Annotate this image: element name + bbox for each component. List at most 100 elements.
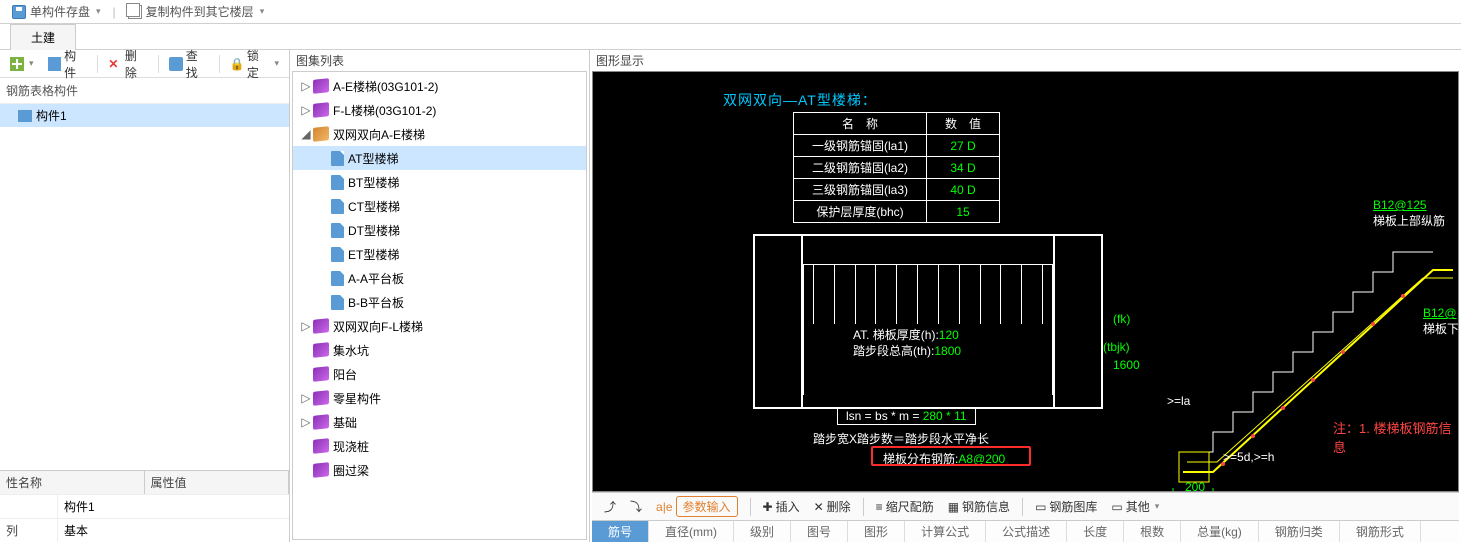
rebar-info-button[interactable]: ▦ 钢筋信息 [942,493,1016,520]
grid-col-header[interactable]: 直径(mm) [649,521,734,542]
atlas-tree[interactable]: ▷A-E楼梯(03G101-2)▷F-L楼梯(03G101-2)◢双网双向A-E… [292,71,587,540]
insert-button[interactable]: ✚ 插入 [757,493,806,520]
book-icon [313,318,329,334]
top-toolbar: 单构件存盘 ▾ | 复制构件到其它楼层 ▾ [0,0,1461,24]
tree-node[interactable]: ▷A-E楼梯(03G101-2) [293,74,586,98]
grid-col-header[interactable]: 筋号 [592,521,649,542]
grid-col-header[interactable]: 根数 [1124,521,1181,542]
atlas-panel: 图集列表 ▷A-E楼梯(03G101-2)▷F-L楼梯(03G101-2)◢双网… [290,50,590,542]
tree-node-label: 双网双向F-L楼梯 [333,318,582,335]
atlas-title: 图集列表 [290,50,589,71]
copy-label: 复制构件到其它楼层 [146,3,254,20]
disk-icon [12,5,26,19]
component-list: 构件1 [0,104,289,470]
tree-node[interactable]: AT型楼梯 [293,146,586,170]
grid-col-header[interactable]: 公式描述 [986,521,1067,542]
grid-col-header[interactable]: 钢筋归类 [1259,521,1340,542]
tree-node-label: 现浇桩 [333,438,582,455]
grid-col-header[interactable]: 图形 [848,521,905,542]
tab-civil[interactable]: 土建 [10,24,76,50]
grid-col-header[interactable]: 总量(kg) [1181,521,1259,542]
book-icon [313,342,329,358]
tree-node[interactable]: DT型楼梯 [293,218,586,242]
grid-col-header[interactable]: 图号 [791,521,848,542]
page-icon [331,151,344,166]
search-icon [169,57,183,71]
grid-col-header[interactable]: 钢筋形式 [1340,521,1421,542]
tree-node-label: 基础 [333,414,582,431]
plan-view: AT. 梯板厚度(h):120 踏步段总高(th):1800 [753,234,1103,409]
page-icon [331,199,344,214]
grid-col-header[interactable]: 长度 [1067,521,1124,542]
tree-node[interactable]: ▷F-L楼梯(03G101-2) [293,98,586,122]
param-input-button[interactable]: a|e 参数输入 [650,493,743,520]
tree-node-label: 零星构件 [333,390,582,407]
tree-node-label: A-A平台板 [348,270,582,287]
book2-icon [313,126,329,142]
chevron-down-icon: ▾ [260,6,265,17]
grid-col-header[interactable]: 计算公式 [905,521,986,542]
drawing-panel: 图形显示 双网双向—AT型楼梯： 名 称数 值 一级钢筋锚固(la1)27 D … [590,50,1461,542]
tree-node[interactable]: ▷零星构件 [293,386,586,410]
tab-strip: 土建 [0,24,1461,50]
tree-node[interactable]: ◢双网双向A-E楼梯 [293,122,586,146]
tree-node[interactable]: 集水坑 [293,338,586,362]
tree-node-label: A-E楼梯(03G101-2) [333,78,582,95]
other-button[interactable]: ▭ 其他▾ [1105,493,1165,520]
component-button[interactable]: 构件 [42,50,94,77]
tree-node-label: 集水坑 [333,342,582,359]
caption-step: 踏步宽X踏步数＝踏步段水平净长 [813,430,989,447]
lock-icon [230,57,244,71]
drawing-heading: 双网双向—AT型楼梯： [723,90,877,110]
component-icon [48,57,62,71]
add-button[interactable]: ▾ [4,50,40,77]
book-icon [313,390,329,406]
chevron-down-icon: ▾ [96,6,101,17]
lock-button[interactable]: 锁定▾ [224,50,285,77]
save-component-button[interactable]: 单构件存盘 ▾ [4,0,109,23]
scale-rebar-button[interactable]: ≡ 缩尺配筋 [870,493,940,520]
tree-node[interactable]: B-B平台板 [293,290,586,314]
book-icon [313,462,329,478]
book-icon [313,78,329,94]
delete-button[interactable]: 删除 [102,50,154,77]
tree-node-label: ET型楼梯 [348,246,582,263]
tree-node[interactable]: 现浇桩 [293,434,586,458]
left-toolbar: ▾ 构件 删除 查找 锁定▾ [0,50,289,78]
delete-row-button[interactable]: ✕ 删除 [808,493,857,520]
tree-node[interactable]: ▷基础 [293,410,586,434]
property-header: 性名称 属性值 [0,470,289,494]
tree-node[interactable]: ET型楼梯 [293,242,586,266]
page-icon [331,223,344,238]
tree-node-label: 圈过梁 [333,462,582,479]
page-icon [331,271,344,286]
book-icon [313,414,329,430]
tree-node[interactable]: A-A平台板 [293,266,586,290]
param-table: 名 称数 值 一级钢筋锚固(la1)27 D 二级钢筋锚固(la2)34 D 三… [793,112,1000,223]
tree-node[interactable]: 阳台 [293,362,586,386]
tree-node[interactable]: 圈过梁 [293,458,586,482]
property-row: 构件1 [0,494,289,518]
highlight-box [871,446,1031,466]
copy-component-button[interactable]: 复制构件到其它楼层 ▾ [120,0,273,23]
tree-node[interactable]: ▷双网双向F-L楼梯 [293,314,586,338]
copy-icon [128,5,142,19]
tree-node-label: AT型楼梯 [348,150,582,167]
page-icon [331,247,344,262]
find-button[interactable]: 查找 [163,50,215,77]
drawing-canvas[interactable]: 双网双向—AT型楼梯： 名 称数 值 一级钢筋锚固(la1)27 D 二级钢筋锚… [592,71,1459,492]
book-icon [313,438,329,454]
nav-up-button[interactable]: ⤴ [598,493,622,520]
plus-icon [10,57,24,71]
component-item[interactable]: 构件1 [0,104,289,127]
rebar-lib-button[interactable]: ▭ 钢筋图库 [1029,493,1103,520]
tree-node-label: CT型楼梯 [348,198,582,215]
tree-node[interactable]: CT型楼梯 [293,194,586,218]
tree-node[interactable]: BT型楼梯 [293,170,586,194]
nav-down-button[interactable]: ⤵ [624,493,648,520]
separator: | [113,5,116,19]
note-text: 注：1. 楼梯板钢筋信息 [1333,418,1458,456]
grid-col-header[interactable]: 级别 [734,521,791,542]
tree-node-label: 阳台 [333,366,582,383]
tree-node-label: DT型楼梯 [348,222,582,239]
